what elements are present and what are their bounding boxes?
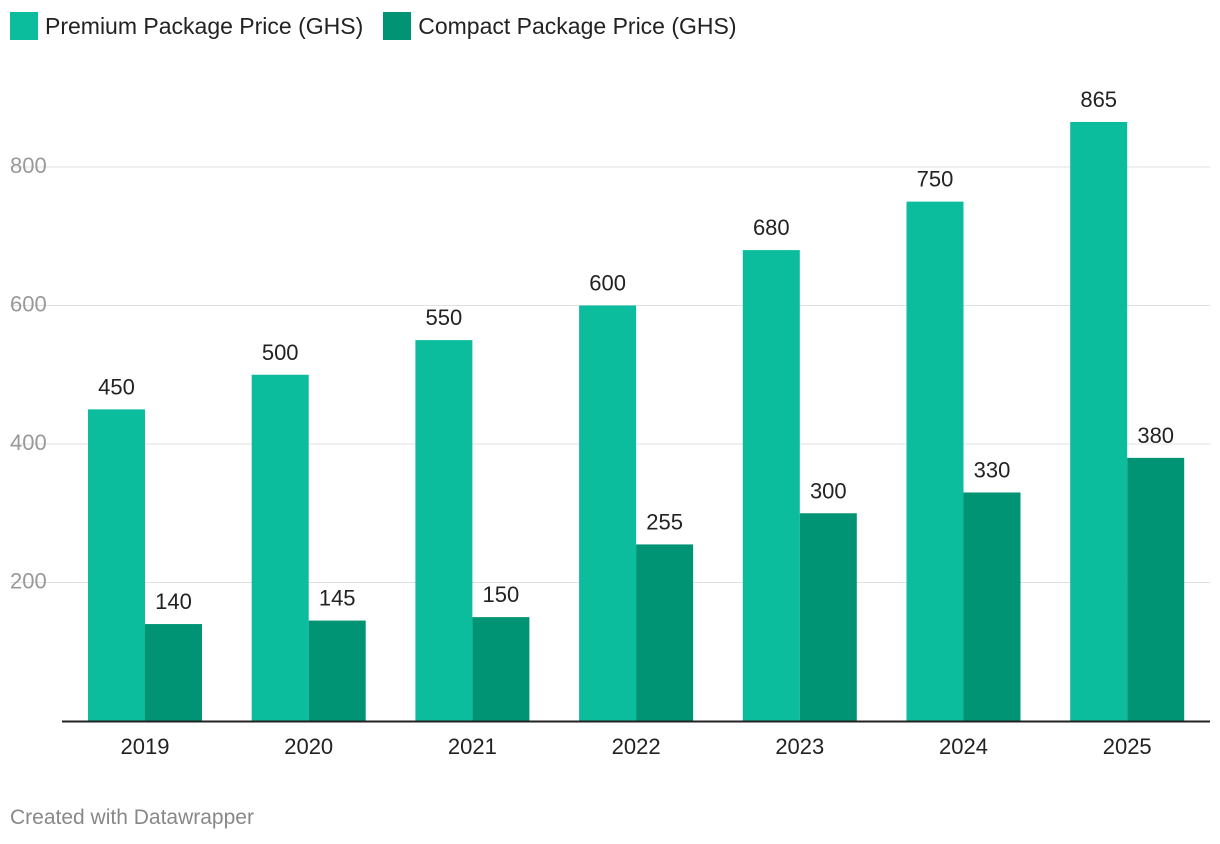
y-axis-ticks: 200 400 600 800 — [10, 153, 47, 594]
legend-label-premium: Premium Package Price (GHS) — [45, 12, 364, 39]
y-tick-label: 600 — [10, 291, 47, 316]
bar-compact-2020 — [308, 620, 366, 721]
data-label-premium-2024: 750 — [917, 167, 954, 192]
bar-compact-2025 — [1127, 457, 1185, 721]
data-label-compact-2025: 380 — [1137, 423, 1174, 448]
data-label-premium-2022: 600 — [589, 271, 626, 296]
legend-swatch-compact — [383, 12, 412, 40]
footer-credit: Created with Datawrapper — [10, 806, 254, 829]
x-tick-label-2022: 2022 — [612, 734, 661, 759]
data-label-compact-2023: 300 — [810, 478, 847, 503]
x-tick-label-2020: 2020 — [284, 734, 333, 759]
y-tick-label: 800 — [10, 153, 47, 178]
data-label-compact-2022: 255 — [646, 509, 683, 534]
bar-compact-2021 — [472, 617, 530, 721]
x-tick-label-2024: 2024 — [939, 734, 988, 759]
bars — [88, 121, 1185, 722]
data-label-premium-2023: 680 — [753, 215, 790, 240]
legend-swatch-premium — [10, 12, 38, 40]
bar-compact-2024 — [963, 492, 1021, 721]
x-tick-label-2025: 2025 — [1103, 734, 1152, 759]
data-label-compact-2021: 150 — [483, 582, 520, 607]
x-tick-label-2021: 2021 — [448, 734, 497, 759]
bar-premium-2025 — [1070, 121, 1128, 722]
x-tick-label-2023: 2023 — [775, 734, 824, 759]
bar-premium-2023 — [742, 250, 800, 721]
legend-item-compact: Compact Package Price (GHS) — [383, 12, 737, 40]
legend-item-premium: Premium Package Price (GHS) — [10, 12, 363, 40]
legend-label-compact: Compact Package Price (GHS) — [418, 12, 737, 39]
bar-premium-2019 — [88, 409, 145, 721]
bar-compact-2019 — [145, 624, 202, 721]
x-axis-ticks: 2019 2020 2021 2022 2023 2024 2025 — [121, 734, 1152, 759]
bar-chart: 200 400 600 800 450 140 500 145 550 150 600 255 680… — [10, 87, 1210, 759]
y-tick-label: 200 — [10, 568, 47, 593]
data-label-premium-2019: 450 — [98, 374, 135, 399]
data-label-compact-2020: 145 — [319, 586, 356, 611]
chart-legend: Premium Package Price (GHS) Compact Pack… — [10, 10, 757, 42]
bar-compact-2023 — [799, 513, 857, 721]
data-label-premium-2025: 865 — [1080, 87, 1117, 112]
data-label-premium-2020: 500 — [262, 340, 299, 365]
data-label-premium-2021: 550 — [426, 305, 463, 330]
data-label-compact-2024: 330 — [974, 457, 1011, 482]
y-tick-label: 400 — [10, 430, 47, 455]
bar-compact-2022 — [636, 544, 694, 721]
bar-premium-2021 — [415, 340, 473, 721]
bar-premium-2024 — [906, 201, 964, 721]
x-tick-label-2019: 2019 — [121, 734, 170, 759]
data-label-compact-2019: 140 — [155, 589, 192, 614]
bar-premium-2022 — [579, 305, 637, 721]
data-labels: 450 140 500 145 550 150 600 255 680 300 750 330 865 3… — [98, 87, 1174, 614]
bar-premium-2020 — [251, 374, 309, 721]
